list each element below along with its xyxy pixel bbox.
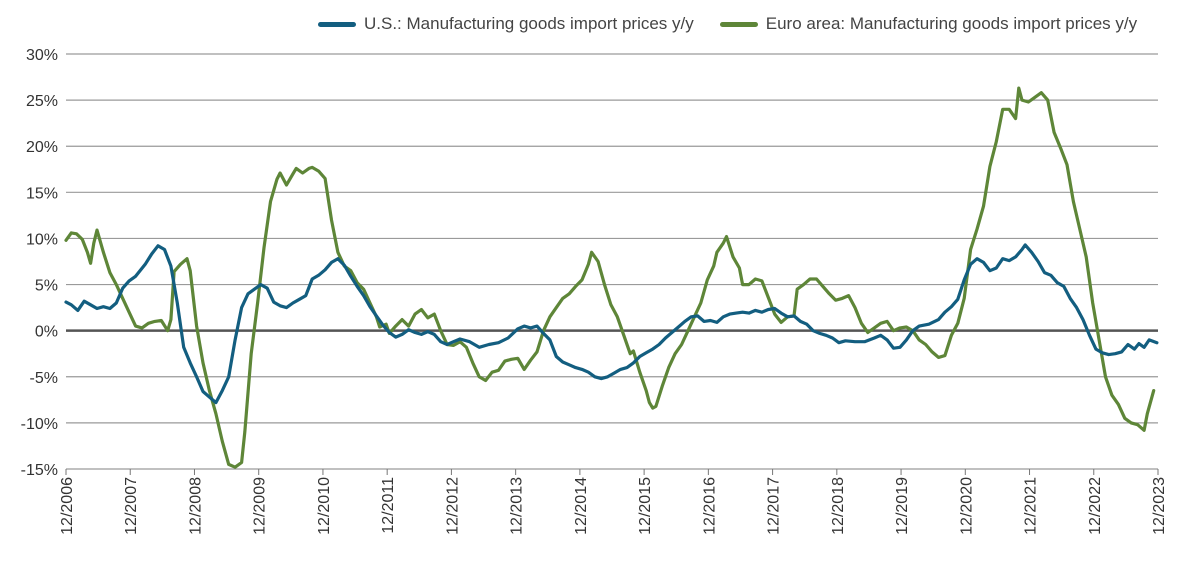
y-tick-label: 10% bbox=[26, 231, 58, 248]
x-tick-label: 12/2023 bbox=[1151, 477, 1168, 535]
y-tick-label: 0% bbox=[35, 324, 58, 341]
gridlines bbox=[66, 53, 1158, 470]
y-tick-label: -15% bbox=[21, 462, 58, 479]
x-tick-label: 12/2016 bbox=[701, 477, 718, 535]
x-tick-label: 12/2019 bbox=[894, 477, 911, 535]
x-tick-label: 12/2021 bbox=[1023, 477, 1040, 535]
legend-label-us: U.S.: Manufacturing goods import prices … bbox=[364, 14, 694, 33]
x-tick-label: 12/2010 bbox=[316, 477, 333, 535]
series-line-euro-area bbox=[64, 86, 1156, 469]
legend: U.S.: Manufacturing goods import prices … bbox=[318, 14, 1163, 34]
series-line-us bbox=[64, 243, 1159, 405]
x-tick-label: 12/2018 bbox=[830, 477, 847, 535]
x-tick-label: 12/2022 bbox=[1087, 477, 1104, 535]
x-tick-label: 12/2009 bbox=[252, 477, 269, 535]
y-tick-label: 25% bbox=[26, 93, 58, 110]
y-tick-label: -5% bbox=[30, 370, 58, 387]
x-tick-label: 12/2008 bbox=[187, 477, 204, 535]
x-tick-label: 12/2006 bbox=[59, 477, 76, 535]
y-tick-label: 15% bbox=[26, 185, 58, 202]
x-tick-label: 12/2014 bbox=[573, 477, 590, 535]
y-tick-label: -10% bbox=[21, 416, 58, 433]
series-lines bbox=[64, 86, 1159, 469]
y-tick-label: 5% bbox=[35, 278, 58, 295]
y-axis: 30% 25% 20% 15% 10% 5% 0% -5% -10% -15% bbox=[21, 47, 58, 479]
legend-item-euro-area: Euro area: Manufacturing goods import pr… bbox=[719, 14, 1138, 34]
legend-item-us: U.S.: Manufacturing goods import prices … bbox=[318, 14, 694, 34]
x-tick-label: 12/2013 bbox=[509, 477, 526, 535]
legend-swatch-euro-area bbox=[719, 21, 758, 27]
x-tick-label: 12/2020 bbox=[958, 477, 975, 535]
x-tick-label: 12/2007 bbox=[123, 477, 140, 535]
x-tick-label: 12/2011 bbox=[380, 477, 397, 534]
y-tick-label: 20% bbox=[26, 139, 58, 156]
legend-label-euro-area: Euro area: Manufacturing goods import pr… bbox=[765, 14, 1138, 33]
x-tick-label: 12/2012 bbox=[444, 477, 461, 535]
x-tick-label: 12/2015 bbox=[637, 477, 654, 535]
x-axis: 12/2006 12/2007 12/2008 12/2009 12/2010 12/20… bbox=[59, 469, 1168, 535]
y-tick-label: 30% bbox=[26, 47, 58, 64]
legend-swatch-us bbox=[318, 21, 356, 27]
x-tick-label: 12/2017 bbox=[766, 477, 783, 535]
